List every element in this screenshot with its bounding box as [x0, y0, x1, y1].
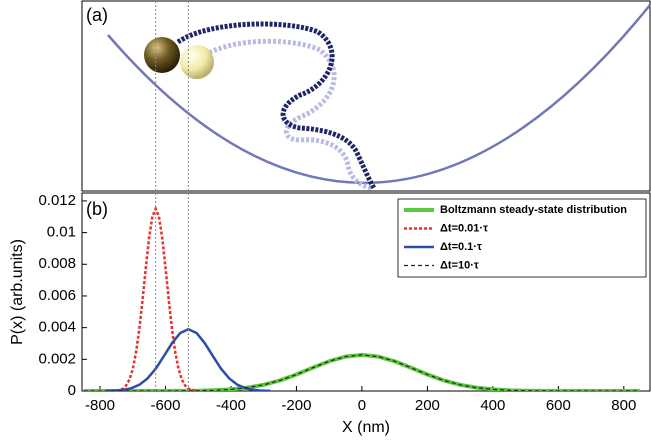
y-tick-label: 0.012: [38, 192, 76, 209]
y-tick-label: 0.006: [38, 287, 76, 304]
x-tick-label: -800: [85, 397, 115, 414]
series-line: [83, 354, 641, 391]
y-tick-label: 0.002: [38, 350, 76, 367]
x-tick-label: 800: [611, 397, 636, 414]
x-axis-label: X (nm): [342, 419, 390, 436]
legend-box: [397, 198, 647, 278]
panel-a: (a): [81, 0, 651, 192]
panel-a-frame: [81, 0, 651, 192]
series-line: [116, 205, 196, 391]
bead-dark: [144, 37, 180, 73]
x-tick-label: -400: [216, 397, 246, 414]
x-tick-label: -600: [150, 397, 180, 414]
panel-b-frame: [81, 192, 651, 392]
y-tick-label: 0.01: [47, 224, 76, 241]
legend-label: Δt=10·τ: [440, 259, 479, 271]
x-tick-label: 200: [415, 397, 440, 414]
x-tick-label: 600: [546, 397, 571, 414]
panel-label: (a): [86, 5, 108, 25]
potential-well: [107, 4, 651, 184]
panel-b: (b) X (nm) P(x) (arb.units): [9, 192, 651, 436]
panel-label: (b): [86, 199, 108, 219]
x-tick-label: -200: [281, 397, 311, 414]
dna-ghost: [203, 38, 373, 191]
y-tick-label: 0: [68, 382, 76, 399]
y-axis-label: P(x) (arb.units): [9, 239, 26, 345]
dna: [176, 21, 377, 190]
legend-label: Boltzmann steady-state distribution: [440, 204, 627, 216]
x-tick-label: 400: [480, 397, 505, 414]
legend-label: Δt=0.01·τ: [440, 222, 488, 234]
series-line: [83, 352, 641, 391]
y-tick-label: 0.004: [38, 319, 76, 336]
bead-light: [180, 45, 214, 79]
legend-label: Δt=0.1·τ: [440, 241, 482, 253]
x-tick-label: 0: [358, 397, 366, 414]
y-tick-label: 0.008: [38, 255, 76, 272]
